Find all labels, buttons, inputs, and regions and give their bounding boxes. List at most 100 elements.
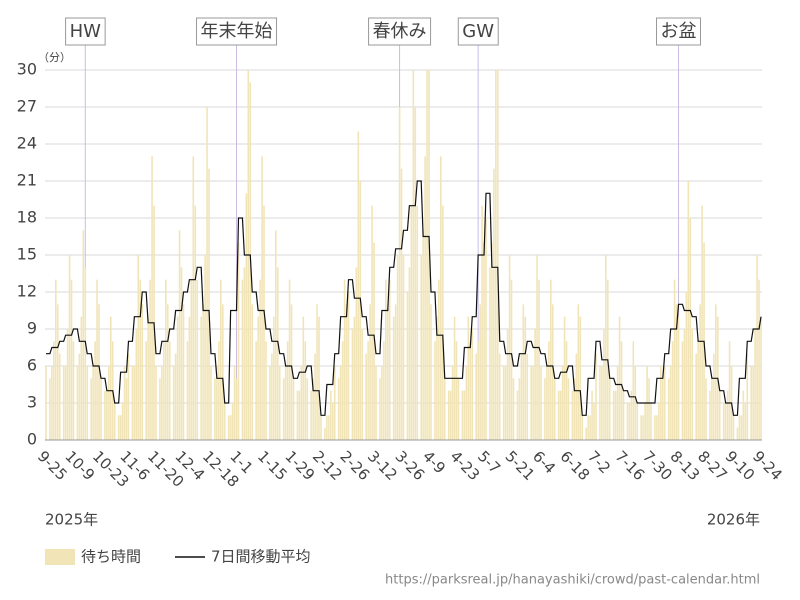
bar <box>94 341 96 440</box>
x-tick-label: 9-10 <box>722 447 759 484</box>
bar <box>662 378 664 440</box>
bar <box>373 242 375 440</box>
bar <box>744 403 747 440</box>
bar <box>259 279 261 440</box>
bar <box>300 366 303 440</box>
bar <box>563 316 566 440</box>
bar <box>461 390 464 440</box>
bar <box>200 316 202 440</box>
bar <box>296 390 299 440</box>
bar <box>656 415 658 440</box>
bar <box>263 205 265 440</box>
bar <box>424 156 426 441</box>
bar <box>463 390 466 440</box>
bar <box>591 390 593 440</box>
bar <box>408 267 411 440</box>
bar <box>62 366 65 440</box>
legend-label: 7日間移動平均 <box>211 548 311 566</box>
bar <box>210 366 212 440</box>
bar <box>457 378 460 440</box>
bar <box>147 316 149 440</box>
bar <box>538 279 540 440</box>
bar <box>172 366 175 440</box>
bar <box>64 366 67 440</box>
bar <box>603 329 605 440</box>
bar <box>276 267 279 440</box>
bar <box>174 353 177 440</box>
bar <box>593 403 595 440</box>
y-tick-label: 3 <box>27 393 37 412</box>
bar <box>495 70 497 440</box>
y-tick-label: 27 <box>17 97 37 116</box>
bar <box>218 341 220 440</box>
annotation-box <box>368 17 432 46</box>
bar <box>449 390 452 440</box>
bar <box>161 366 163 440</box>
bar <box>440 156 442 441</box>
bar <box>502 366 505 440</box>
annotation-box <box>457 17 499 46</box>
bar <box>667 378 670 440</box>
bar <box>275 230 277 440</box>
bar <box>318 316 320 440</box>
bar <box>595 353 597 440</box>
y-tick-label: 24 <box>17 134 37 153</box>
bar <box>229 415 232 440</box>
bar <box>402 255 405 440</box>
bar <box>475 353 477 440</box>
bar <box>434 341 436 440</box>
y-tick-label: 0 <box>27 430 37 449</box>
bar <box>455 341 458 440</box>
bar <box>469 341 472 440</box>
bar <box>333 366 336 440</box>
bar <box>331 403 334 440</box>
bar <box>343 279 346 440</box>
y-tick-label: 15 <box>17 245 37 264</box>
bar <box>683 329 686 440</box>
bar <box>630 390 633 440</box>
x-tick-label: 3-12 <box>364 447 401 484</box>
bar <box>406 292 409 440</box>
bar <box>257 316 259 440</box>
bar <box>359 181 362 440</box>
bar <box>137 255 140 440</box>
bar <box>640 415 642 440</box>
bar <box>312 378 314 440</box>
bar <box>642 415 644 440</box>
bar <box>324 427 326 440</box>
bar <box>55 279 57 440</box>
unit-label: （分） <box>38 51 71 64</box>
annotation-label: GW <box>462 21 494 42</box>
bar <box>357 131 360 440</box>
bar <box>497 70 499 440</box>
bar <box>626 403 629 440</box>
bar <box>233 366 236 440</box>
bar <box>493 168 495 440</box>
bar <box>341 341 344 440</box>
bar <box>752 366 754 440</box>
bar <box>53 341 55 440</box>
bar <box>715 304 717 440</box>
bar <box>422 230 424 440</box>
bar <box>722 403 725 440</box>
bar <box>96 279 98 440</box>
bar <box>216 366 218 440</box>
bar <box>245 193 248 440</box>
bar <box>127 353 130 440</box>
bar <box>119 415 122 440</box>
bar <box>131 366 134 440</box>
bar <box>320 415 322 440</box>
y-tick-label: 30 <box>17 60 37 79</box>
bar <box>552 304 554 440</box>
bar <box>724 403 727 440</box>
bar <box>740 415 743 440</box>
x-tick-label: 2-26 <box>336 447 373 484</box>
bar <box>508 255 511 440</box>
bar <box>290 304 293 440</box>
bar <box>237 242 240 440</box>
bar <box>159 378 161 440</box>
bar <box>754 329 756 440</box>
bar <box>273 316 275 440</box>
bar <box>738 415 741 440</box>
bar <box>573 378 576 440</box>
